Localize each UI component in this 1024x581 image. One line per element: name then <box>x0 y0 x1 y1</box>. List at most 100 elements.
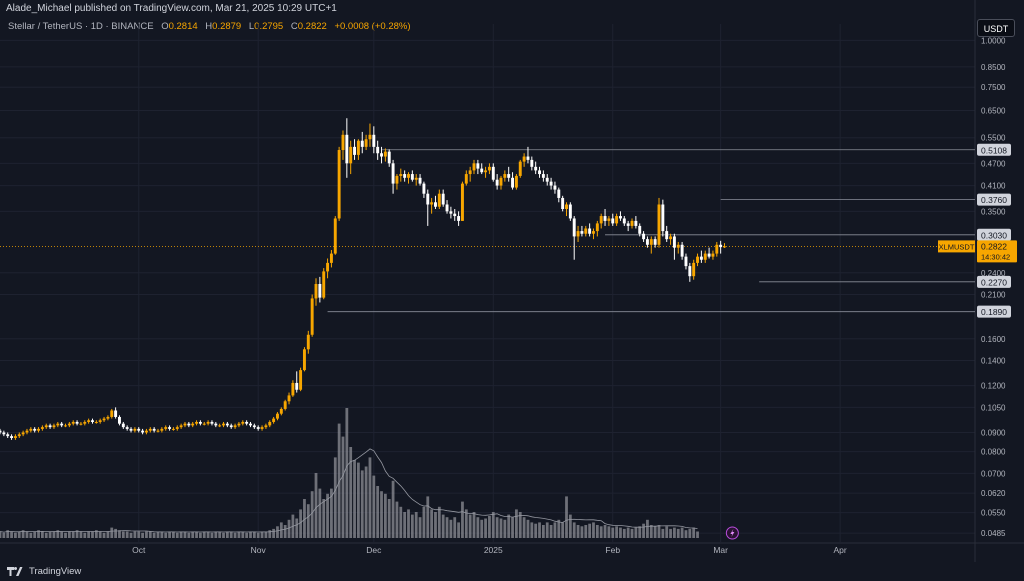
volume-bar <box>626 527 630 538</box>
volume-bar <box>545 522 549 538</box>
candle-body <box>195 421 199 424</box>
candle-body <box>110 410 114 417</box>
volume-bar <box>572 522 576 538</box>
volume-bar <box>64 532 67 538</box>
volume-bar <box>106 531 110 538</box>
volume-bar <box>480 519 484 538</box>
chart-grid <box>0 0 1024 562</box>
volume-bar <box>326 493 329 538</box>
candle-body <box>229 425 233 428</box>
volume-bar <box>71 531 75 538</box>
candle-body <box>94 421 98 423</box>
volume-bar <box>272 528 276 538</box>
volume-bar <box>561 522 565 538</box>
volume-bar <box>538 522 541 538</box>
candle-body <box>326 262 330 272</box>
ohlc-legend: Stellar / TetherUS · 1D · BINANCE O0.281… <box>8 21 411 32</box>
volume-bar <box>615 526 618 538</box>
candle-body <box>549 181 553 186</box>
change-value: +0.0008 (+0.28%) <box>334 21 411 32</box>
level-tag-label: 0.2270 <box>981 277 1007 287</box>
candle-body <box>264 425 268 428</box>
currency-button[interactable]: USDT <box>977 19 1015 37</box>
tradingview-brand[interactable]: TradingView <box>7 566 81 577</box>
candle-body <box>715 244 719 254</box>
candle-body <box>2 432 6 435</box>
candle-body <box>407 174 410 178</box>
volume-bar <box>522 517 526 538</box>
volume-bar <box>252 531 256 538</box>
candle-body <box>611 218 615 224</box>
volume-bar <box>48 531 52 538</box>
symbol-label[interactable]: Stellar / TetherUS · 1D · BINANCE <box>8 21 154 32</box>
volume-bar <box>576 525 580 538</box>
volume-bar <box>449 519 453 538</box>
candle-body <box>599 216 603 224</box>
level-lines: 0.5108 0.3760 0.3030 0.2270 0.1890 <box>327 143 1011 318</box>
candle-body <box>318 283 322 298</box>
y-tick-label: 0.0485 <box>981 529 1006 538</box>
volume-bar <box>530 522 534 538</box>
volume-bar <box>341 436 345 538</box>
candles <box>0 118 726 440</box>
candle-body <box>561 197 565 210</box>
y-tick-label: 0.5500 <box>981 134 1006 143</box>
volume-bar <box>2 532 6 538</box>
volume-bar <box>565 496 568 538</box>
volume-bar <box>75 530 79 538</box>
candle-body <box>480 168 484 173</box>
candle-body <box>175 427 179 429</box>
candle-body <box>603 216 607 221</box>
candle-body <box>387 151 391 164</box>
candle-body <box>187 423 191 426</box>
volume-bar <box>33 531 37 538</box>
volume-bar <box>191 531 195 538</box>
volume-bar <box>507 514 511 538</box>
candle-body <box>260 427 264 429</box>
volume-bar <box>137 531 141 538</box>
candle-body <box>168 427 172 429</box>
candle-body <box>302 349 306 371</box>
volume-bar <box>145 531 148 538</box>
y-tick-label: 0.2400 <box>981 269 1006 278</box>
candle-body <box>279 408 283 414</box>
candle-body <box>337 150 341 219</box>
candle-body <box>395 175 399 184</box>
volume-bar <box>260 531 264 538</box>
level-tag <box>977 275 1011 288</box>
y-tick-label: 0.1050 <box>981 403 1006 412</box>
candle-body <box>60 423 64 426</box>
volume-bar <box>214 531 218 538</box>
candle-body <box>707 253 711 257</box>
volume-bar <box>557 519 561 538</box>
candle-body <box>202 423 206 425</box>
volume-bar <box>484 518 487 538</box>
candle-body <box>572 218 576 237</box>
x-tick-label: Nov <box>251 545 267 555</box>
lightning-icon-glyph <box>730 529 735 537</box>
candle-body <box>137 428 141 431</box>
price-chart[interactable]: 0.5108 0.3760 0.3030 0.2270 0.1890 1.0000 0.8… <box>0 0 1024 562</box>
candle-body <box>449 211 453 214</box>
volume-bar <box>673 527 676 538</box>
candle-body <box>37 428 41 431</box>
volume-bar <box>380 491 383 538</box>
volume-bar <box>653 526 657 538</box>
candle-body <box>71 421 75 424</box>
candle-body <box>268 421 272 426</box>
candle-body <box>114 410 118 417</box>
candle-body <box>249 423 252 426</box>
volume-bar <box>44 532 48 538</box>
candle-body <box>434 202 437 207</box>
volume-bar <box>25 531 29 538</box>
candle-body <box>333 218 337 254</box>
volume-bar <box>172 531 175 538</box>
volume-bar <box>491 512 495 538</box>
candle-body <box>222 423 225 426</box>
candle-body <box>380 153 383 157</box>
volume-bar <box>676 528 680 538</box>
candle-body <box>553 185 557 190</box>
level-tag-label: 0.3030 <box>981 230 1007 240</box>
volume-bar <box>87 531 91 538</box>
candle-body <box>17 434 21 437</box>
